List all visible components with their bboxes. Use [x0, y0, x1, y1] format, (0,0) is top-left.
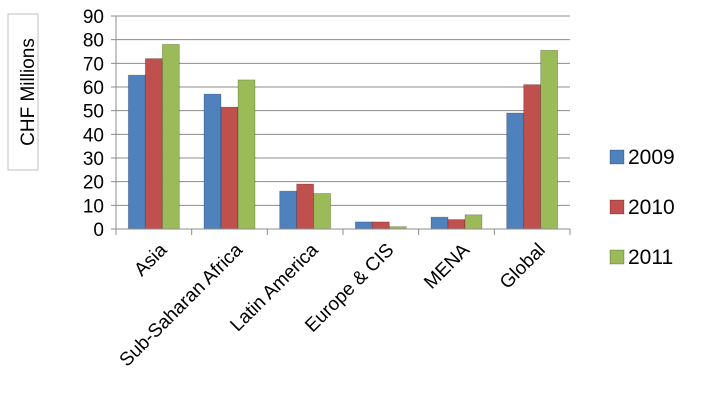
gridlines [116, 16, 570, 205]
y-tick-label: 80 [83, 31, 104, 52]
y-axis-label-box: CHF Millions [8, 14, 39, 170]
legend-swatch [610, 150, 624, 164]
bar [465, 215, 482, 229]
bars [128, 44, 557, 229]
y-tick-label: 50 [83, 102, 104, 123]
bar [524, 85, 541, 229]
bar [280, 191, 297, 229]
bar [128, 75, 145, 229]
y-tick-label: 20 [83, 173, 104, 194]
y-tick-label: 60 [83, 78, 104, 99]
y-tick-label: 90 [83, 7, 104, 28]
axes [116, 16, 570, 235]
x-category-label: Sub-Saharan Africa [116, 239, 248, 371]
bar [507, 113, 524, 229]
y-tick-label: 40 [83, 125, 104, 146]
bar [297, 184, 314, 229]
bar [238, 80, 255, 229]
bar [145, 59, 162, 229]
y-axis-label: CHF Millions [18, 38, 39, 146]
y-tick-label: 0 [93, 220, 104, 241]
legend-label: 2011 [628, 246, 673, 269]
legend-label: 2009 [628, 146, 675, 169]
bar [372, 222, 389, 229]
legend-label: 2010 [628, 196, 675, 219]
bar [221, 107, 238, 229]
y-tick-label: 30 [83, 149, 104, 170]
bar [355, 222, 372, 229]
y-tick-label: 70 [83, 54, 104, 75]
legend-swatch [610, 200, 624, 214]
legend-swatch [610, 250, 624, 264]
x-category-label: Asia [130, 239, 171, 280]
y-tick-label: 10 [83, 196, 104, 217]
bar [431, 217, 448, 229]
bar [448, 220, 465, 229]
legend: 2009 2010 2011 [610, 146, 675, 269]
bar [541, 50, 558, 229]
x-category-label: MENA [420, 239, 474, 293]
bar [314, 194, 331, 230]
bar [204, 94, 221, 229]
x-category-label: Global [496, 240, 550, 294]
bar [162, 44, 179, 229]
